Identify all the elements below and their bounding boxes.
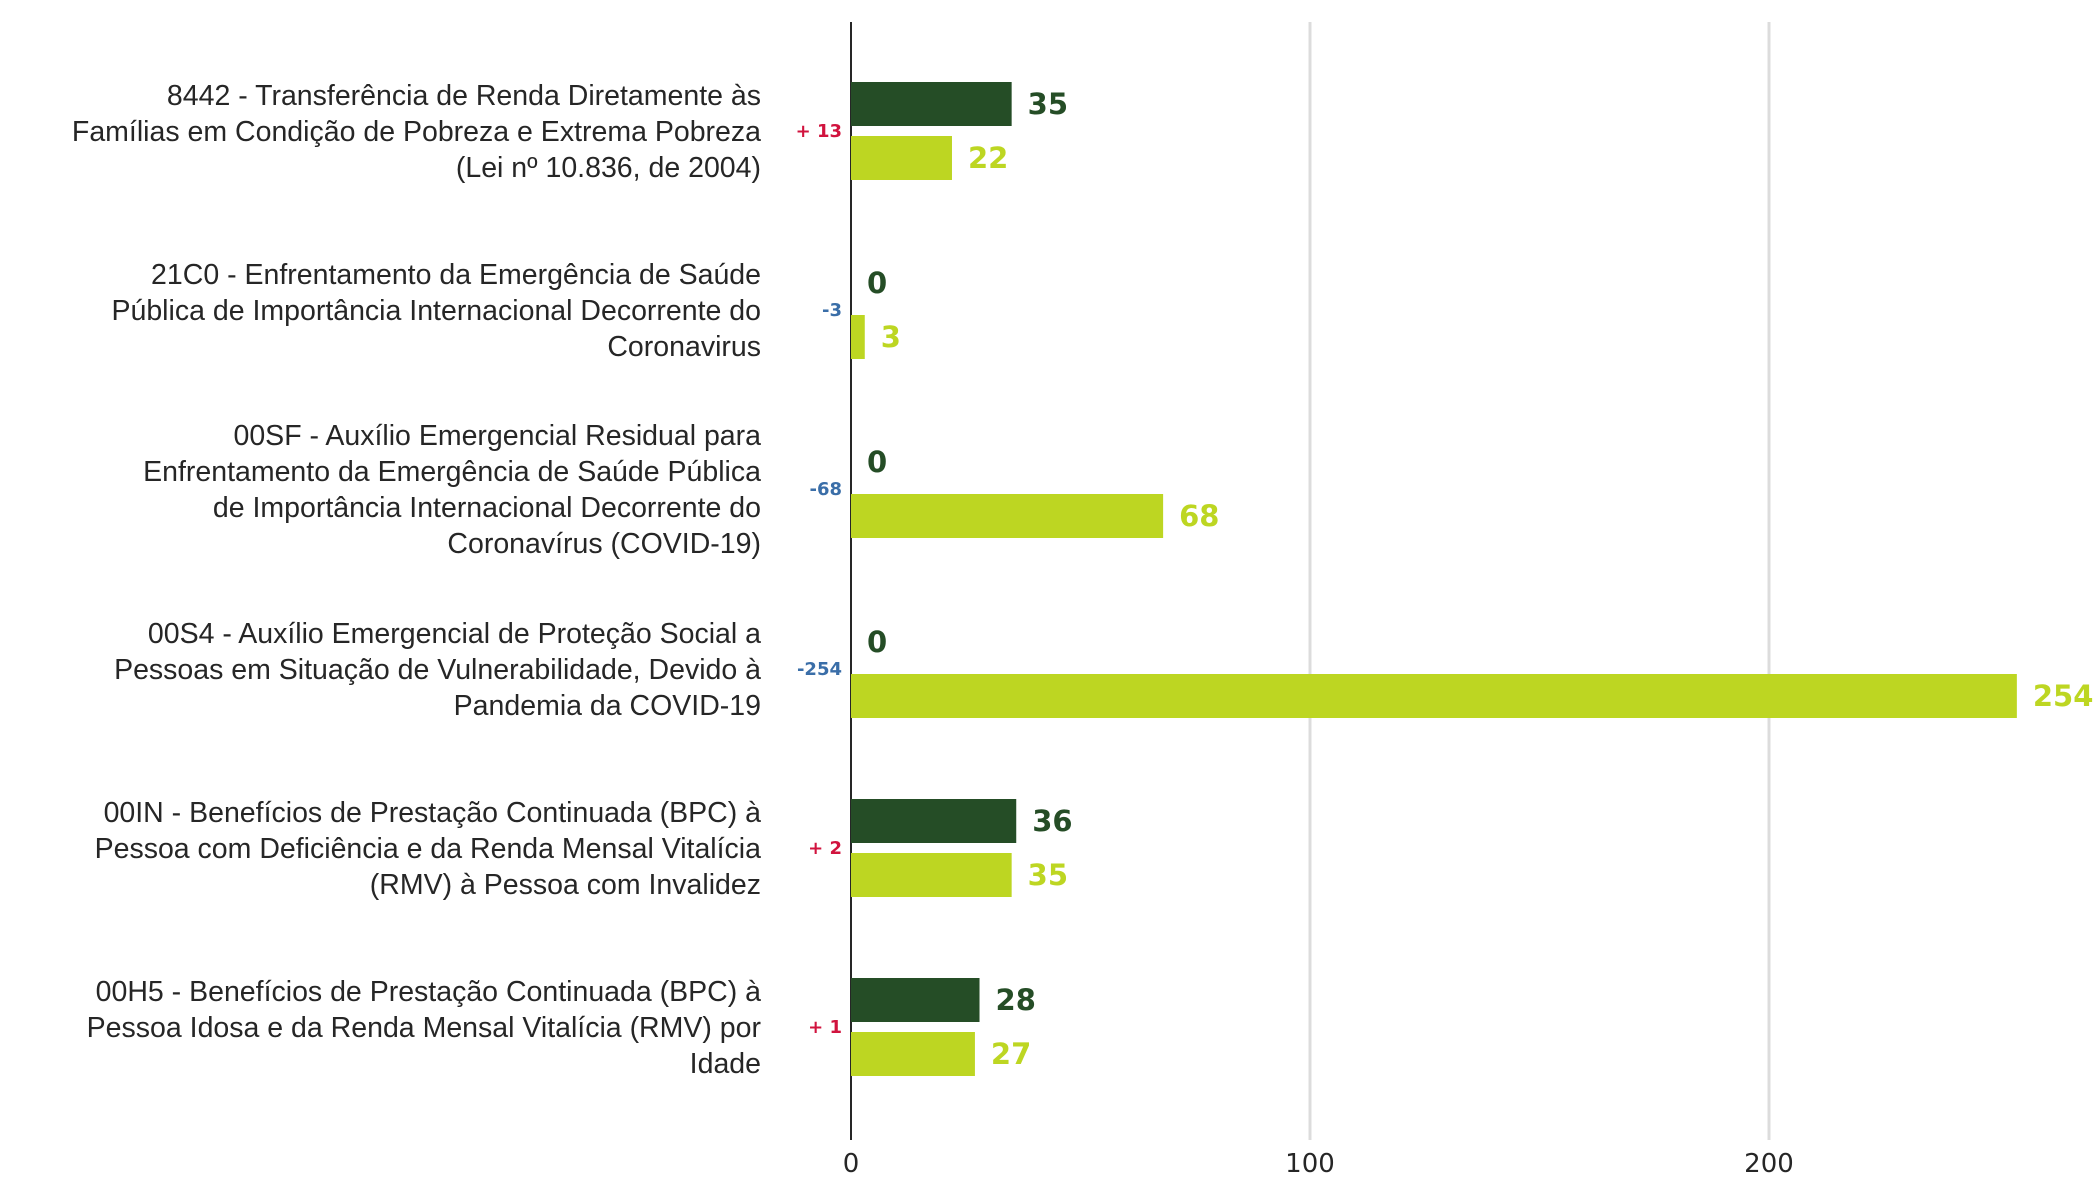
data-label-series-2: 3 [881, 320, 901, 354]
bars [851, 82, 2017, 1076]
bar-series-2 [851, 494, 1164, 538]
x-axis-ticks: 0 100 200 [843, 1149, 1794, 1179]
bar-series-1 [851, 978, 980, 1022]
data-label-series-2: 35 [1028, 858, 1068, 892]
x-tick-label: 100 [1285, 1149, 1335, 1179]
bar-series-2 [851, 315, 865, 359]
category-label: 00H5 - Benefícios de Prestação Continuad… [87, 976, 762, 1080]
x-tick-label: 0 [843, 1149, 860, 1179]
data-label-series-1: 0 [867, 625, 887, 659]
gridlines [850, 22, 1771, 1140]
bar-series-1 [851, 799, 1017, 843]
difference-label: + 13 [796, 121, 842, 142]
data-label-series-1: 35 [1028, 87, 1068, 121]
category-label: 00IN - Benefícios de Prestação Continuad… [95, 797, 762, 901]
data-label-series-1: 28 [996, 983, 1036, 1017]
x-tick-label: 200 [1744, 1149, 1794, 1179]
data-label-series-1: 0 [867, 266, 887, 300]
difference-label: -254 [797, 659, 842, 680]
data-label-series-2: 27 [991, 1037, 1031, 1071]
category-label: 21C0 - Enfrentamento da Emergência de Sa… [111, 259, 761, 363]
category-label: 00S4 - Auxílio Emergencial de Proteção S… [114, 618, 761, 722]
difference-label: -68 [809, 479, 842, 500]
data-label-series-1: 0 [867, 445, 887, 479]
category-label: 00SF - Auxílio Emergencial Residual para… [143, 420, 761, 560]
data-label-series-1: 36 [1032, 804, 1072, 838]
data-label-series-2: 68 [1179, 499, 1219, 533]
difference-label: + 1 [808, 1017, 842, 1038]
difference-label: + 2 [808, 838, 842, 859]
bar-series-1 [851, 82, 1012, 126]
bar-series-2 [851, 853, 1012, 897]
category-label: 8442 - Transferência de Renda Diretament… [72, 80, 761, 184]
difference-label: -3 [822, 300, 842, 321]
data-label-series-2: 22 [968, 141, 1008, 175]
data-label-series-2: 254 [2033, 679, 2094, 713]
bar-series-2 [851, 674, 2017, 718]
bar-series-2 [851, 136, 952, 180]
bar-series-2 [851, 1032, 975, 1076]
